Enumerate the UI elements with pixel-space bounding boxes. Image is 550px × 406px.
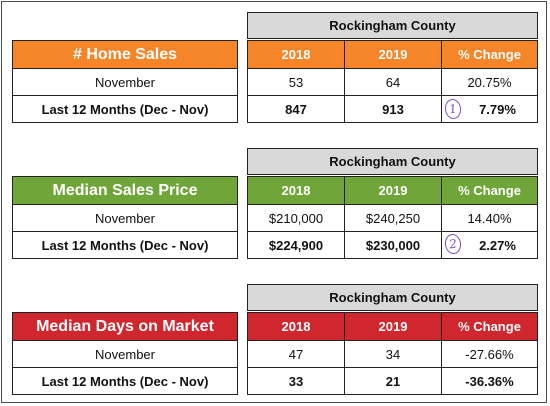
header-pct-change: % Change [441,40,538,69]
row-label: November [12,340,238,368]
row-label: Last 12 Months (Dec - Nov) [12,231,238,259]
row-label: Last 12 Months (Dec - Nov) [12,95,238,123]
row-label: Last 12 Months (Dec - Nov) [12,367,238,395]
header-2018: 2018 [247,40,345,69]
pct-change-text: 7.79% [479,101,516,117]
header-pct-change: % Change [441,176,538,205]
value-2019: $240,250 [344,204,442,232]
value-2018: $210,000 [247,204,345,232]
header-pct-change: % Change [441,312,538,341]
header-2018: 2018 [247,176,345,205]
value-2019: 913 [344,95,442,123]
county-header: Rockingham County [247,12,538,39]
row-label: November [12,68,238,96]
value-2018: 33 [247,367,345,395]
value-2019: $230,000 [344,231,442,259]
value-2018: 47 [247,340,345,368]
value-pct-change: 20.75% [441,68,538,96]
value-pct-change: -36.36% [441,367,538,395]
header-2019: 2019 [344,40,442,69]
pct-change-text: 2.27% [479,237,516,253]
row-label: November [12,204,238,232]
value-2019: 64 [344,68,442,96]
value-pct-change: 14.40% [441,204,538,232]
value-2018: 847 [247,95,345,123]
value-2018: $224,900 [247,231,345,259]
metric-title: Median Sales Price [12,176,238,205]
value-pct-change: -27.66% [441,340,538,368]
value-2019: 34 [344,340,442,368]
header-2019: 2019 [344,312,442,341]
header-2018: 2018 [247,312,345,341]
value-pct-change: 7.79% [441,95,538,123]
value-2019: 21 [344,367,442,395]
value-2018: 53 [247,68,345,96]
value-pct-change: 2.27% [441,231,538,259]
metric-title: Median Days on Market [12,312,238,341]
county-header: Rockingham County [247,284,538,311]
county-header: Rockingham County [247,148,538,175]
header-2019: 2019 [344,176,442,205]
metric-title: # Home Sales [12,40,238,69]
